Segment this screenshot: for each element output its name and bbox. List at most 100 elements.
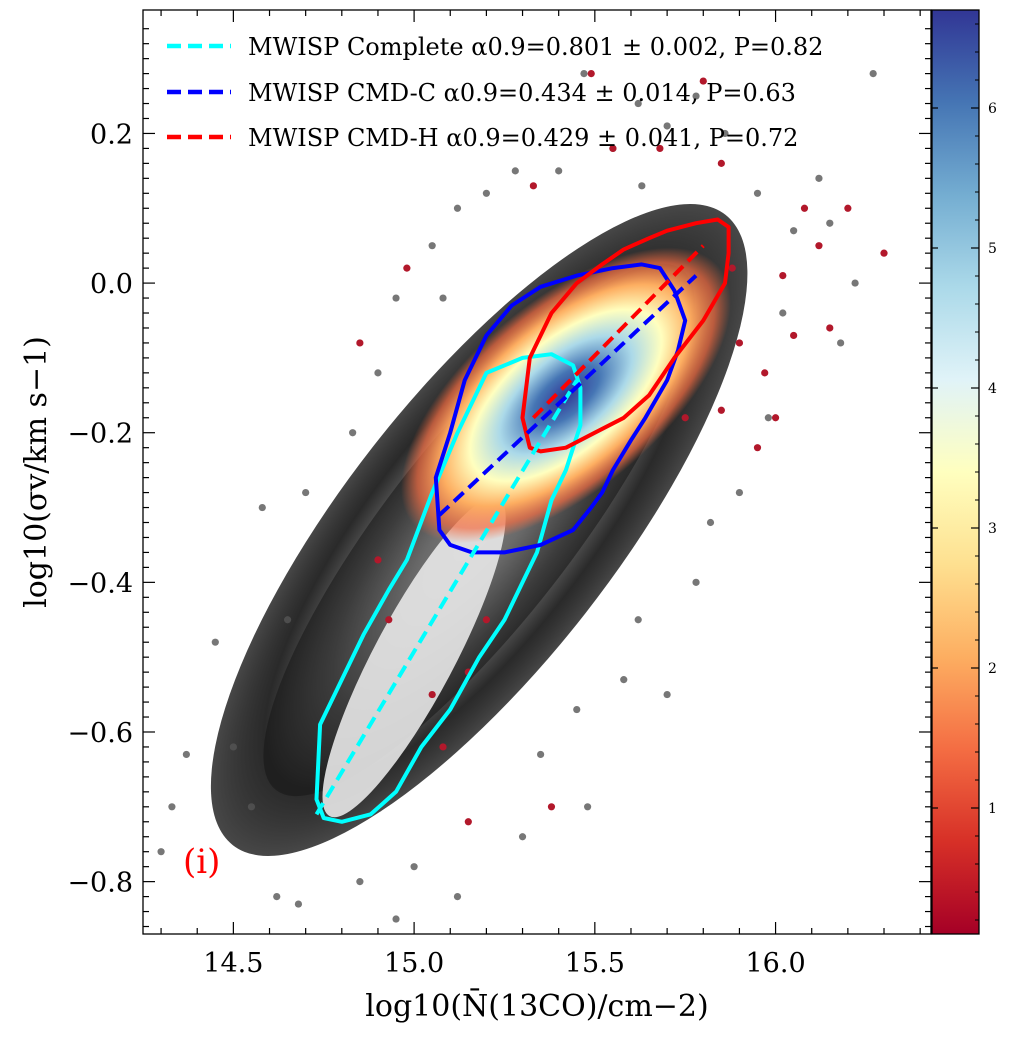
scatter-point (294, 900, 303, 908)
scatter-point (374, 369, 382, 377)
scatter-point (663, 690, 671, 699)
scatter-point (764, 414, 772, 422)
scatter-point (410, 863, 418, 871)
scatter-point (529, 182, 537, 190)
scatter-point (706, 518, 715, 527)
colorbar-tick-label: 6 (988, 101, 997, 117)
scatter-point (453, 204, 462, 212)
scatter-point (168, 803, 176, 811)
scatter-point (717, 159, 725, 167)
scatter-point (518, 833, 527, 841)
contour-mwisp-cmd-h (520, 217, 731, 454)
fit-lines (314, 244, 705, 816)
scatter-point (620, 676, 628, 684)
scatter-point (826, 219, 834, 227)
scatter-point (247, 803, 256, 811)
scatter-point (211, 638, 219, 646)
scatter-point (735, 488, 744, 497)
colorbar-tick-label: 4 (988, 381, 997, 397)
legend: MWISP Complete α0.9=0.801 ± 0.002, P=0.8… (167, 33, 823, 152)
scatter-point (283, 616, 292, 624)
scatter-point (699, 77, 707, 85)
scatter-point (428, 242, 436, 250)
x-tick-label: 16.0 (746, 948, 806, 979)
scatter-point (638, 182, 646, 190)
scatter-point (728, 264, 736, 272)
scatter-point (302, 488, 310, 497)
y-tick-labels: 0.2 0.0 −0.2 −0.4 −0.6 −0.8 (67, 119, 133, 898)
scatter-point (182, 750, 190, 759)
y-tick-label: −0.6 (67, 718, 133, 749)
fit-line-mwisp-complete (314, 379, 579, 816)
scatter-point (580, 69, 588, 78)
scatter-point (374, 556, 382, 564)
plot-frame (142, 9, 932, 935)
scatter-point (258, 503, 266, 512)
y-tick-label: 0.2 (90, 119, 133, 150)
scatter-point (157, 848, 165, 856)
scatter-point (547, 803, 556, 811)
scatter-point (573, 705, 581, 714)
scatter-point (634, 99, 642, 108)
contours (314, 217, 731, 824)
scatter-point (844, 204, 852, 212)
x-tick-label: 15.5 (565, 948, 625, 979)
scatter-point (880, 249, 888, 257)
y-tick-label: −0.8 (67, 868, 133, 899)
scatter-point (439, 294, 447, 302)
scatter-point (537, 750, 545, 759)
scatter-point (869, 69, 877, 78)
scatter-point (837, 339, 845, 347)
scatter-point (663, 122, 671, 130)
scatter-point (609, 144, 617, 153)
scatter-point (229, 743, 237, 751)
scatter-point (753, 444, 762, 452)
scatter-point (790, 227, 798, 235)
scatter-point (721, 129, 729, 138)
scatter-point (656, 144, 664, 153)
fit-line-mwisp-cmd-h (531, 244, 705, 420)
scatter-point (453, 892, 462, 901)
outlier-points-red (356, 69, 888, 826)
legend-label-cmd-c: MWISP CMD-C α0.9=0.434 ± 0.014, P=0.63 (248, 79, 796, 107)
scatter-point (779, 272, 787, 280)
scatter-point (717, 406, 725, 414)
x-axis-title: log10(N̄(13CO)/cm−2) (365, 988, 708, 1024)
colorbar-tick-label: 1 (988, 801, 997, 817)
scatter-point (464, 818, 472, 826)
plot-area (157, 69, 888, 923)
scatter-point (634, 616, 642, 624)
scatter-point (482, 616, 490, 624)
scatter-point (681, 414, 689, 422)
y-tick-label: −0.4 (67, 568, 133, 599)
colorbar-gradient (931, 9, 980, 935)
axis-ticks (143, 10, 931, 934)
scatter-point (439, 743, 447, 751)
scatter-point (555, 167, 563, 175)
scatter-point (385, 616, 393, 624)
colorbar-tick-label: 2 (988, 661, 997, 677)
fit-line-mwisp-cmd-c (438, 274, 698, 517)
scatter-point (692, 578, 700, 586)
contour-mwisp-cmd-c (433, 262, 688, 555)
x-tick-label: 15.0 (384, 948, 444, 979)
scatter-point (587, 69, 595, 78)
scatter-point (735, 339, 744, 347)
colorbar-tick-label: 5 (988, 241, 997, 257)
scatter-point (826, 324, 834, 332)
scatter-point (779, 309, 787, 317)
scatter-point (753, 189, 762, 197)
scatter-point (851, 279, 859, 287)
scatter-point (511, 167, 519, 175)
scatter-point (790, 331, 798, 340)
scatter-point (356, 878, 364, 886)
legend-label-cmd-h: MWISP CMD-H α0.9=0.429 ± 0.041, P=0.72 (248, 124, 798, 152)
scatter-point (403, 264, 411, 272)
colorbar: 1 2 3 4 5 6 (931, 9, 997, 935)
density-core-white (322, 497, 506, 818)
scatter-point (273, 892, 281, 901)
y-tick-label: −0.2 (67, 419, 133, 450)
scatter-point (771, 414, 780, 422)
